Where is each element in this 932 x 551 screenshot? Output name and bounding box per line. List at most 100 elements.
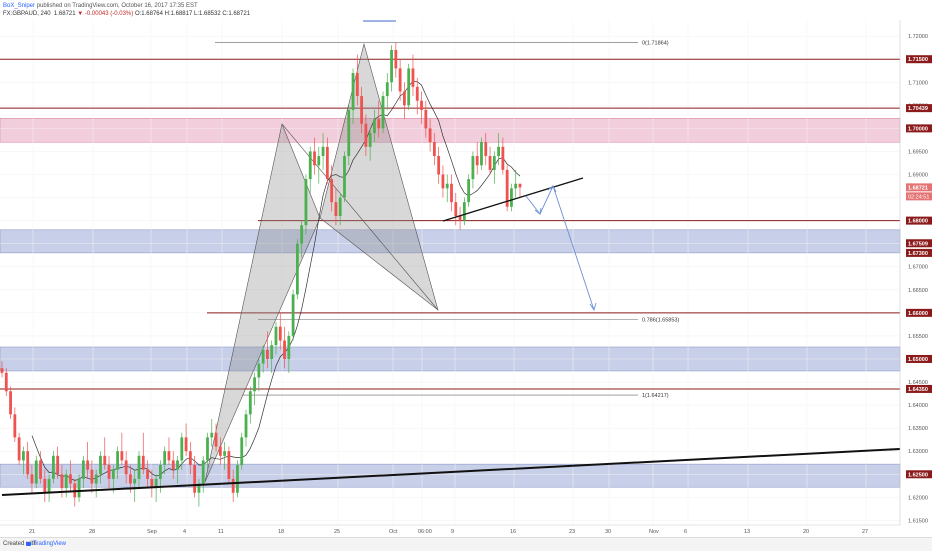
candle-body — [39, 460, 42, 479]
countdown-badge — [906, 192, 932, 201]
candle-body — [111, 469, 115, 479]
candle-body — [467, 179, 471, 203]
candle-body — [283, 340, 286, 359]
time-tick-label: 27 — [862, 529, 868, 535]
time-tick-label: 13 — [744, 529, 750, 535]
plot-area[interactable] — [0, 20, 900, 525]
candle-body — [462, 202, 466, 221]
candle-body — [193, 465, 197, 493]
candle-body — [330, 179, 334, 203]
price-level-text: 1.67509 — [908, 241, 928, 247]
price-level-text: 1.65000 — [908, 357, 928, 363]
candle-body — [22, 451, 25, 461]
candle-body — [471, 156, 475, 180]
candle-body — [274, 326, 278, 346]
candlestick-chart[interactable]: 0(1.71864) 0.786(1.65853) 1(1.64217) 1.720… — [0, 0, 932, 537]
candle-body — [338, 197, 342, 217]
time-tick-label: 9 — [451, 529, 454, 535]
candle-body — [99, 455, 102, 475]
candle-body — [214, 432, 218, 447]
candle-body — [492, 156, 496, 170]
candle-body — [197, 483, 201, 493]
price-level-text: 1.68721 — [908, 185, 928, 191]
candle-body — [458, 216, 462, 221]
candle-body — [308, 151, 312, 180]
candle-body — [253, 377, 256, 392]
candle-body — [390, 49, 393, 83]
candle-body — [420, 100, 423, 110]
price-level-text: 1.62500 — [908, 472, 928, 478]
level-layer — [0, 58, 900, 390]
price-tick-label: 1.61500 — [908, 518, 928, 524]
candle-body — [90, 469, 94, 484]
arrowhead-3 — [589, 302, 597, 312]
candle-body — [17, 437, 21, 461]
candle-body — [351, 73, 355, 110]
time-tick-label: Oct — [389, 529, 398, 535]
time-tick-label: 6 — [684, 529, 687, 535]
candle-body — [505, 169, 509, 207]
candle-body — [94, 474, 98, 484]
candle-body — [43, 478, 47, 493]
candle-body — [146, 469, 149, 479]
candle-body — [56, 455, 60, 475]
candle-body — [450, 183, 453, 203]
candle-body — [295, 243, 299, 295]
publish-line: BoX_Sniper published on TradingView.com,… — [3, 2, 198, 10]
candle-body — [158, 465, 162, 479]
price-level-badge — [906, 55, 932, 64]
candle-body — [317, 156, 321, 166]
chart-header: BoX_Sniper published on TradingView.com,… — [0, 0, 932, 20]
candle-body — [167, 451, 171, 461]
pattern-xd-line — [281, 123, 439, 311]
time-tick-label: 18 — [278, 529, 284, 535]
price-level-badge — [906, 239, 932, 248]
price-tick-label: 1.64000 — [908, 403, 928, 409]
candle-body — [398, 68, 402, 92]
candle-body — [432, 142, 436, 157]
candle-body — [480, 142, 483, 166]
author-link[interactable]: BoX_Sniper — [3, 3, 36, 9]
price-tick-label: 1.63000 — [908, 449, 928, 455]
candle-body — [368, 132, 372, 147]
candle-body — [300, 225, 304, 244]
candle-body — [475, 156, 479, 166]
candle-body — [261, 349, 265, 364]
candle-body — [497, 146, 500, 157]
price-tick-label: 1.67000 — [908, 265, 928, 271]
candle-body — [270, 345, 274, 359]
ohlc-values: O:1.68764 H:1.68817 L:1.68532 C:1.68721 — [134, 11, 251, 17]
candle-body — [47, 478, 51, 493]
candle-body — [60, 474, 64, 489]
fib-label: 1(1.64217) — [642, 393, 669, 399]
candle-body — [248, 391, 252, 415]
time-axis: 21 28 Sep 4 11 18 25 Oct 06:00 9 16 23 30 Nov 6 13 20 27 — [0, 524, 900, 535]
candle-body — [407, 68, 411, 106]
time-tick-label: 11 — [218, 529, 224, 535]
price-level-text: 1.70439 — [908, 106, 928, 112]
price-level-badge — [906, 248, 932, 257]
candle-body — [313, 151, 316, 166]
candle-body — [26, 451, 30, 475]
price-change: ▼ -0.00043 (-0.03%) — [77, 11, 134, 17]
candle-body — [218, 446, 222, 456]
candle-body — [137, 455, 141, 479]
price-level-badge — [906, 470, 932, 479]
candle-body — [291, 294, 295, 336]
price-level-badge — [906, 183, 932, 192]
footer-brand[interactable]: TradingView — [33, 541, 67, 547]
candle-body — [424, 109, 428, 129]
zone-demand-1 — [0, 229, 901, 254]
candle-body — [377, 119, 381, 129]
candle-body — [428, 128, 432, 143]
price-level-badge — [906, 216, 932, 225]
price-level-badge — [906, 104, 932, 113]
projection-path — [525, 184, 595, 311]
candle-body — [325, 146, 329, 180]
price-tick-label: 1.71000 — [908, 80, 928, 86]
candle-body — [30, 474, 34, 484]
fib-label: 0(1.71864) — [642, 40, 669, 46]
candle-body — [334, 202, 338, 217]
price-level-badge — [906, 384, 932, 393]
price-level-badge — [906, 124, 932, 133]
